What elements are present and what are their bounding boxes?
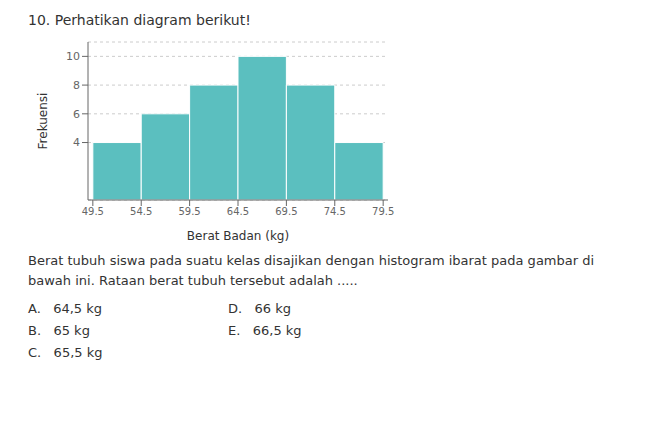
svg-text:49.5: 49.5 <box>82 206 104 217</box>
svg-text:69.5: 69.5 <box>275 206 297 217</box>
svg-text:8: 8 <box>73 79 80 92</box>
svg-text:6: 6 <box>73 108 80 121</box>
html-text:10. Perhatikan diagram berikut: 10. Perhatikan diagram berikut! <box>28 12 251 28</box>
svg-text:64.5: 64.5 <box>227 206 249 217</box>
html-text:D. 66 kg: D. 66 kg <box>228 301 291 316</box>
svg-text:54.5: 54.5 <box>130 206 152 217</box>
svg-text:4: 4 <box>73 136 80 149</box>
svg-text:10: 10 <box>66 50 80 63</box>
svg-text:Berat Badan (kg): Berat Badan (kg) <box>187 229 289 243</box>
html-text:C. 65,5 kg: C. 65,5 kg <box>28 345 103 360</box>
svg-text:79.5: 79.5 <box>372 206 394 217</box>
html-text:E. 66,5 kg: E. 66,5 kg <box>228 323 302 338</box>
svg-text:74.5: 74.5 <box>324 206 346 217</box>
html-text:B. 65 kg: B. 65 kg <box>28 323 90 338</box>
html-text:A. 64,5 kg: A. 64,5 kg <box>28 301 103 316</box>
svg-text:Frekuensi: Frekuensi <box>36 93 50 150</box>
svg-text:59.5: 59.5 <box>178 206 200 217</box>
html-text:Berat tubuh siswa pada suatu k: Berat tubuh siswa pada suatu kelas disaj… <box>28 253 595 288</box>
